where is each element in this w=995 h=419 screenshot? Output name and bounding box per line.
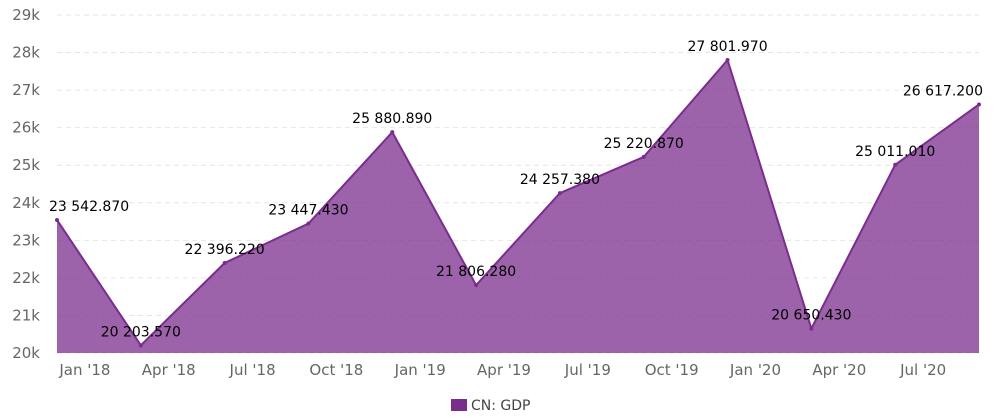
data-point[interactable] bbox=[474, 283, 479, 288]
data-point[interactable] bbox=[306, 221, 311, 226]
data-point[interactable] bbox=[222, 261, 227, 266]
data-label: 20 650.430 bbox=[771, 308, 851, 324]
data-point[interactable] bbox=[893, 162, 898, 167]
data-label: 24 257.380 bbox=[520, 172, 600, 188]
data-point[interactable] bbox=[55, 217, 59, 222]
area-fill bbox=[57, 59, 979, 354]
data-label: 25 011.010 bbox=[855, 144, 935, 160]
data-point[interactable] bbox=[977, 102, 981, 107]
y-tick-label: 21k bbox=[12, 306, 40, 324]
x-axis: Jan '18 Apr '18 Jul '18 Oct '18 Jan '19 Apr '… bbox=[58, 361, 946, 379]
x-tick-label: Apr '18 bbox=[142, 361, 196, 379]
data-labels: 23 542.870 20 203.570 22 396.220 23 447.430… bbox=[49, 39, 983, 340]
legend-label[interactable]: CN: GDP bbox=[471, 398, 531, 414]
y-tick-label: 23k bbox=[12, 231, 40, 249]
data-label: 23 447.430 bbox=[268, 203, 348, 219]
y-tick-label: 29k bbox=[12, 6, 40, 24]
data-point[interactable] bbox=[138, 343, 143, 348]
data-point[interactable] bbox=[725, 57, 730, 62]
y-tick-label: 22k bbox=[12, 269, 40, 287]
data-label: 21 806.280 bbox=[436, 264, 516, 280]
x-tick-label: Jul '18 bbox=[229, 361, 276, 379]
legend-swatch[interactable] bbox=[451, 399, 467, 411]
series-layer bbox=[55, 57, 981, 354]
y-tick-label: 24k bbox=[12, 194, 40, 212]
data-label: 25 880.890 bbox=[352, 111, 432, 127]
data-label: 27 801.970 bbox=[687, 39, 767, 55]
y-axis: 20k 21k 22k 23k 24k 25k 26k 27k 28k 29k bbox=[12, 6, 40, 362]
x-tick-label: Jan '20 bbox=[729, 361, 781, 379]
data-point[interactable] bbox=[641, 154, 646, 159]
data-label: 22 396.220 bbox=[185, 242, 265, 258]
x-tick-label: Apr '20 bbox=[812, 361, 866, 379]
data-label: 26 617.200 bbox=[903, 83, 983, 99]
x-tick-label: Jul '20 bbox=[899, 361, 946, 379]
y-tick-label: 25k bbox=[12, 156, 40, 174]
y-tick-label: 27k bbox=[12, 81, 40, 99]
data-point[interactable] bbox=[557, 191, 562, 196]
data-point[interactable] bbox=[390, 130, 395, 135]
data-label: 25 220.870 bbox=[604, 136, 684, 152]
x-tick-label: Apr '19 bbox=[477, 361, 531, 379]
x-tick-label: Oct '19 bbox=[645, 361, 699, 379]
x-tick-label: Jul '19 bbox=[564, 361, 611, 379]
series-line bbox=[56, 57, 980, 347]
data-label: 20 203.570 bbox=[101, 324, 181, 340]
y-tick-label: 28k bbox=[12, 44, 40, 62]
data-label: 23 542.870 bbox=[49, 199, 129, 215]
x-tick-label: Jan '19 bbox=[394, 361, 446, 379]
y-tick-label: 26k bbox=[12, 119, 40, 137]
y-tick-label: 20k bbox=[12, 344, 40, 362]
data-point[interactable] bbox=[809, 326, 814, 331]
x-tick-label: Jan '18 bbox=[58, 361, 110, 379]
legend[interactable]: CN: GDP bbox=[451, 398, 531, 414]
x-tick-label: Oct '18 bbox=[309, 361, 363, 379]
